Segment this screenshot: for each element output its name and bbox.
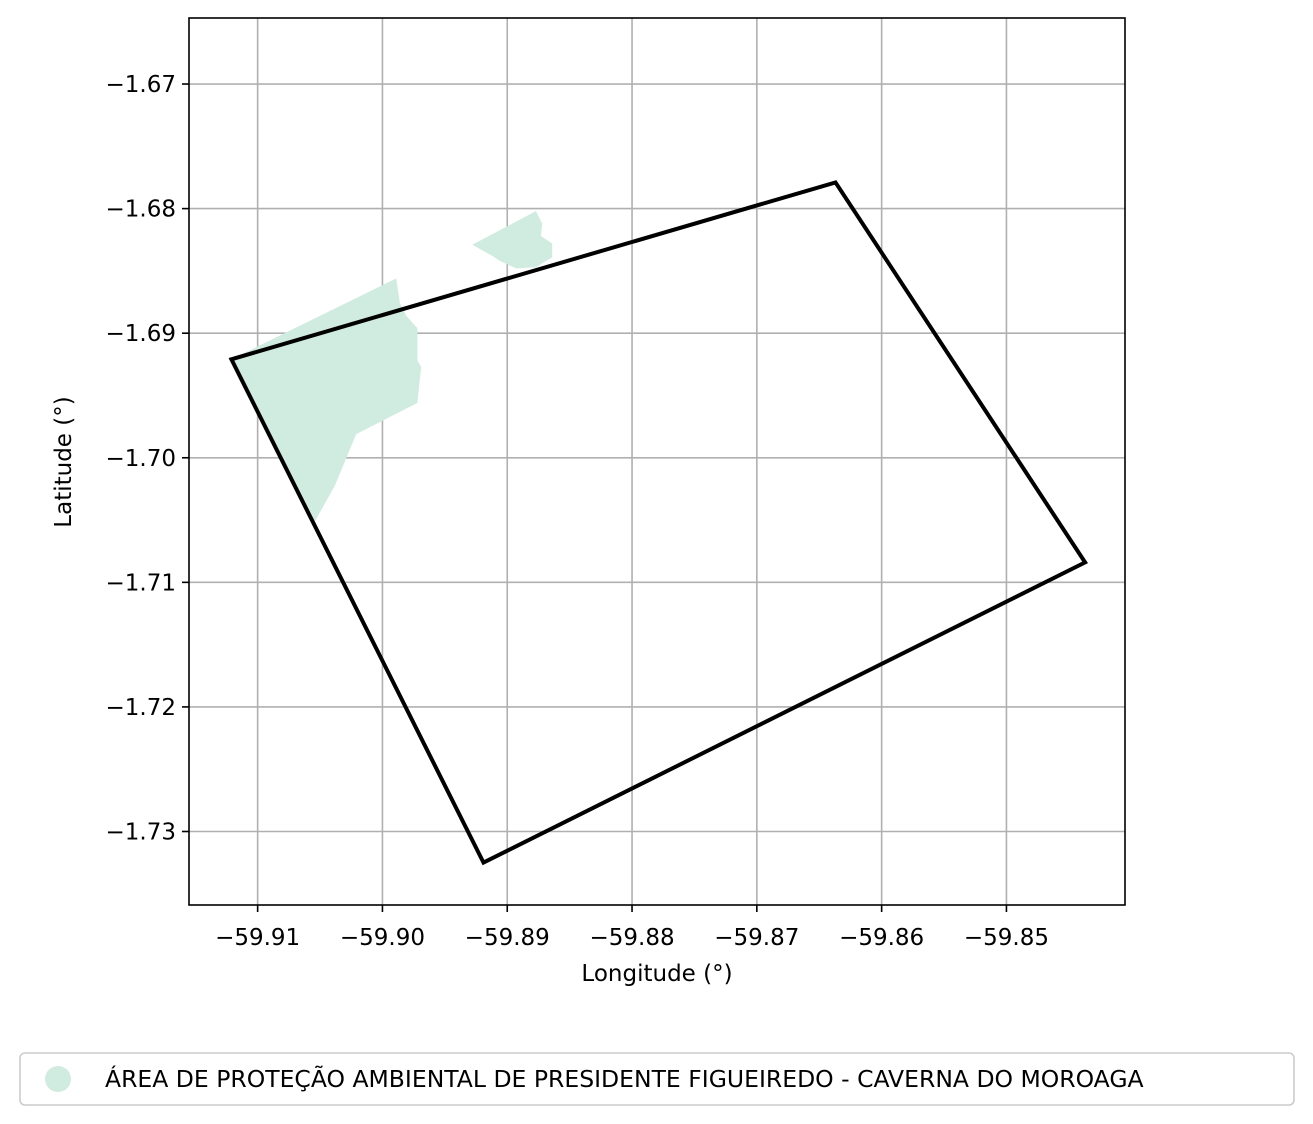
y-tick-label: −1.73: [106, 819, 176, 845]
y-axis-label: Latitude (°): [51, 396, 77, 527]
protected-area-polygon: [472, 211, 553, 269]
y-tick-label: −1.71: [106, 570, 176, 596]
x-tick-label: −59.89: [465, 925, 550, 951]
x-axis-ticks: −59.91 −59.90 −59.89 −59.88 −59.87 −59.86 −59.…: [215, 905, 1049, 951]
footprint-layer: [228, 180, 1089, 866]
legend-swatch: [45, 1066, 71, 1092]
x-tick-label: −59.85: [964, 925, 1049, 951]
footprint-outline: [228, 180, 1089, 866]
y-tick-label: −1.69: [106, 321, 176, 347]
y-axis-ticks: −1.67 −1.68 −1.69 −1.70 −1.71 −1.72 −1.73: [106, 72, 189, 845]
x-tick-label: −59.86: [839, 925, 924, 951]
x-tick-label: −59.87: [714, 925, 799, 951]
y-tick-label: −1.68: [106, 197, 176, 223]
legend-box: [19, 1052, 1295, 1106]
protected-area-layer: [231, 211, 553, 522]
y-tick-label: −1.67: [106, 72, 176, 98]
y-tick-label: −1.70: [106, 446, 176, 472]
plot-frame: [188, 17, 1126, 906]
y-tick-label: −1.72: [106, 695, 176, 721]
x-tick-label: −59.91: [215, 925, 300, 951]
legend-label: ÁREA DE PROTEÇÃO AMBIENTAL DE PRESIDENTE…: [105, 1065, 1144, 1093]
x-tick-label: −59.88: [589, 925, 674, 951]
x-tick-label: −59.90: [340, 925, 425, 951]
legend: ÁREA DE PROTEÇÃO AMBIENTAL DE PRESIDENTE…: [19, 1052, 1295, 1106]
protected-area-polygon: [231, 278, 422, 522]
x-axis-label: Longitude (°): [581, 961, 732, 987]
